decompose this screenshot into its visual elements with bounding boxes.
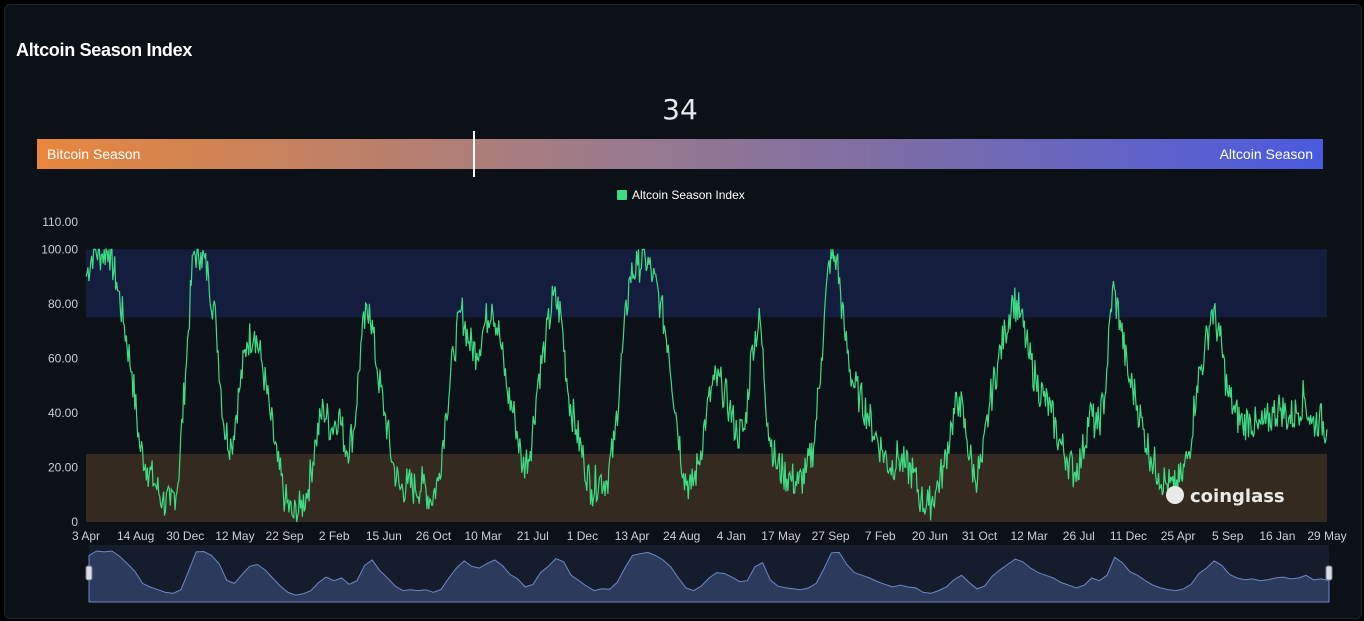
x-tick-label: 24 Aug: [663, 529, 700, 543]
legend-swatch: [617, 190, 627, 200]
bitcoin-season-label: Bitcoin Season: [47, 146, 141, 162]
x-tick-label: 30 Dec: [166, 529, 204, 543]
coinglass-watermark: coinglass: [1166, 486, 1285, 507]
current-index-value: 34: [662, 93, 698, 126]
y-tick-label: 60.00: [48, 351, 78, 365]
x-tick-label: 7 Feb: [865, 529, 896, 543]
x-tick-label: 15 Jun: [366, 529, 402, 543]
range-navigator[interactable]: [85, 545, 1333, 603]
navigator-right-handle[interactable]: [1325, 565, 1333, 581]
y-tick-label: 20.00: [48, 460, 78, 474]
x-tick-label: 4 Jan: [717, 529, 746, 543]
x-tick-label: 13 Apr: [615, 529, 650, 543]
y-tick-label: 80.00: [48, 297, 78, 311]
x-tick-label: 27 Sep: [812, 529, 850, 543]
x-tick-label: 25 Apr: [1161, 529, 1196, 543]
x-tick-label: 14 Aug: [117, 529, 154, 543]
altcoin-season-zone: [86, 249, 1327, 318]
legend-label: Altcoin Season Index: [632, 188, 745, 202]
series-line-altcoin-season-index: [85, 247, 1328, 523]
x-tick-label: 21 Jul: [517, 529, 549, 543]
y-tick-label: 0: [71, 515, 78, 529]
coinglass-logo-icon: [1166, 486, 1184, 504]
x-tick-label: 26 Jul: [1063, 529, 1095, 543]
x-tick-label: 20 Jun: [912, 529, 948, 543]
x-tick-label: 26 Oct: [416, 529, 452, 543]
chart-legend[interactable]: Altcoin Season Index: [617, 188, 745, 202]
navigator-area: [88, 550, 1330, 603]
x-tick-label: 11 Dec: [1110, 529, 1147, 543]
watermark-label: coinglass: [1190, 486, 1285, 507]
x-tick-label: 16 Jan: [1259, 529, 1295, 543]
x-tick-label: 2 Feb: [319, 529, 350, 543]
page-title: Altcoin Season Index: [16, 40, 193, 60]
altcoin-season-label: Altcoin Season: [1219, 146, 1313, 162]
x-tick-label: 3 Apr: [72, 529, 100, 543]
season-gauge-bar: Bitcoin Season Altcoin Season: [37, 131, 1323, 177]
y-tick-label: 110.00: [42, 215, 78, 229]
x-tick-label: 12 Mar: [1010, 529, 1047, 543]
x-tick-label: 10 Mar: [464, 529, 501, 543]
x-tick-label: 1 Dec: [567, 529, 598, 543]
x-tick-label: 12 May: [215, 529, 254, 543]
current-index-marker: [473, 131, 476, 177]
x-tick-label: 22 Sep: [266, 529, 304, 543]
bitcoin-season-zone: [86, 453, 1327, 522]
y-tick-label: 100.00: [41, 242, 78, 256]
x-tick-label: 17 May: [761, 529, 800, 543]
x-tick-label: 5 Sep: [1212, 529, 1244, 543]
y-tick-label: 40.00: [48, 406, 78, 420]
x-tick-label: 29 May: [1307, 529, 1346, 543]
x-tick-label: 31 Oct: [962, 529, 998, 543]
navigator-left-handle[interactable]: [85, 565, 93, 581]
